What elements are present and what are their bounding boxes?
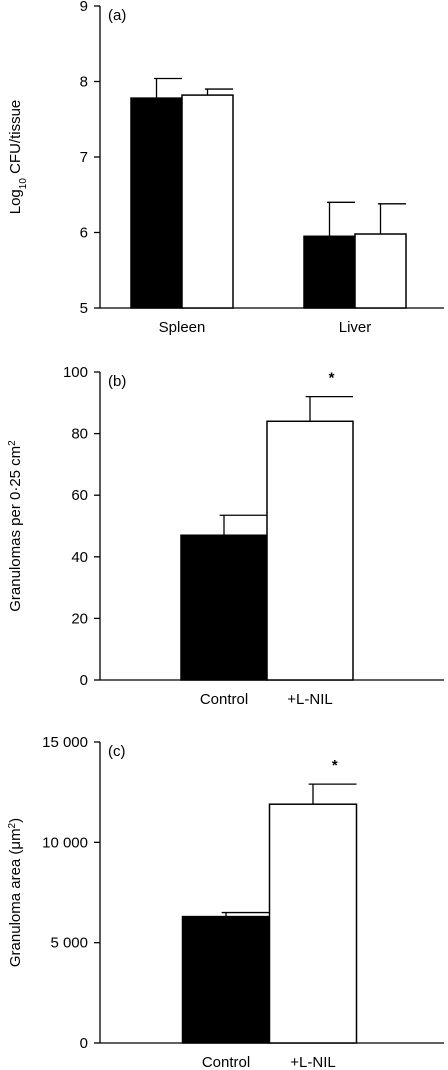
y-tick-label: 6 (80, 225, 88, 242)
bar (266, 420, 354, 681)
x-tick-label: Spleen (159, 319, 206, 336)
panel-label: (c) (108, 743, 126, 760)
y-tick-label: 0 (80, 672, 88, 689)
x-tick-label: +L-NIL (287, 691, 332, 708)
x-tick-label: Control (200, 691, 248, 708)
panel-label: (b) (108, 373, 126, 390)
significance: * (329, 370, 335, 387)
y-axis-label-part: 10 (18, 178, 29, 190)
y-tick-label: 40 (71, 549, 88, 566)
panel-label: (a) (108, 7, 126, 24)
x-tick-label: Control (202, 1054, 250, 1070)
significance: * (332, 757, 338, 774)
y-tick-label: 20 (71, 610, 88, 627)
y-axis-label: Granulomas per 0·25 cm2 (7, 440, 25, 612)
y-axis-label: Granuloma area (μm2) (7, 818, 25, 967)
bar (130, 97, 183, 309)
y-tick-label: 7 (80, 149, 88, 166)
y-tick-label: 5 (80, 300, 88, 317)
y-tick-label: 0 (80, 1035, 88, 1052)
y-tick-label: 5 000 (50, 935, 88, 952)
y-axis-label-part: 2 (7, 822, 18, 828)
bar (181, 94, 234, 309)
y-tick-label: 80 (71, 426, 88, 443)
y-tick-label: 60 (71, 487, 88, 504)
x-tick-label: +L-NIL (290, 1054, 335, 1070)
y-axis-label-part: 2 (7, 440, 18, 446)
bar (181, 915, 271, 1044)
y-axis-label-part: CFU/tissue (7, 100, 24, 178)
y-tick-label: 8 (80, 74, 88, 91)
y-tick-label: 10 000 (42, 834, 88, 851)
bar (268, 803, 358, 1044)
y-axis-label: Log10 CFU/tissue (7, 100, 29, 215)
y-axis-label-part: ) (7, 818, 24, 823)
y-tick-label: 9 (80, 0, 88, 15)
y-axis-label-part: Log (7, 189, 24, 214)
bar (354, 233, 407, 309)
y-axis-label-part: Granuloma area (μm (7, 828, 24, 967)
y-tick-label: 100 (63, 364, 88, 381)
bar (180, 534, 268, 681)
bar (303, 235, 356, 309)
y-tick-label: 15 000 (42, 734, 88, 751)
y-axis-label-part: Granulomas per 0·25 cm (7, 446, 24, 612)
x-tick-label: Liver (339, 319, 372, 336)
